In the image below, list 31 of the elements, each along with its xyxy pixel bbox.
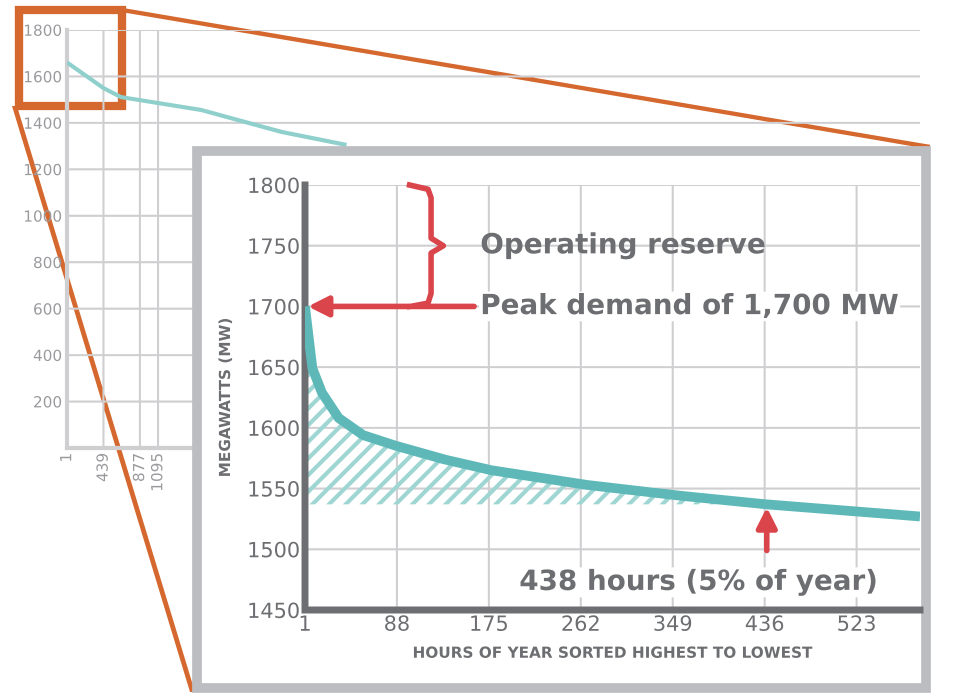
y-tick-label: 600 — [34, 303, 62, 315]
y-tick-label: 1450 — [249, 602, 299, 618]
y-tick-label: 400 — [34, 350, 62, 362]
x-tick-label: 523 — [838, 615, 875, 631]
y-tick-label: 1700 — [249, 298, 299, 315]
y-tick-label: 200 — [34, 396, 62, 408]
line-series — [67, 60, 349, 148]
x-tick-label: 439 — [96, 454, 108, 482]
annotation: Operating reserve — [482, 232, 764, 260]
y-tick-label: 1550 — [249, 481, 299, 497]
x-tick-label: 1 — [300, 616, 310, 631]
y-tick-label: 1600 — [24, 70, 62, 82]
x-tick-label: 175 — [471, 616, 507, 631]
x-tick-label: 349 — [654, 615, 692, 631]
annotation: 438 hours (5% of year) — [520, 568, 876, 596]
x-axis-title: HOURS OF YEAR SORTED HIGHEST TO LOWEST — [414, 646, 812, 658]
y-tick-label: 1750 — [249, 238, 299, 254]
x-tick-label: 262 — [562, 615, 599, 631]
y-tick-label: 1400 — [24, 117, 62, 129]
y-tick-label: 1600 — [249, 420, 299, 436]
x-tick-label: 436 — [746, 615, 784, 631]
x-tick-label: 877 — [132, 454, 144, 481]
y-tick-label: 1650 — [249, 360, 299, 376]
y-tick-label: 1500 — [249, 542, 299, 558]
y-tick-label: 1800 — [24, 24, 62, 36]
x-tick-label: 88 — [385, 615, 409, 631]
annotation: Peak demand of 1,700 MW — [482, 292, 898, 318]
y-tick-label: 1800 — [249, 177, 299, 194]
x-tick-label: 1 — [60, 454, 72, 461]
y-axis-title: MEGAWATTS (MW) — [218, 318, 232, 476]
x-tick-label: 1095 — [150, 454, 162, 490]
